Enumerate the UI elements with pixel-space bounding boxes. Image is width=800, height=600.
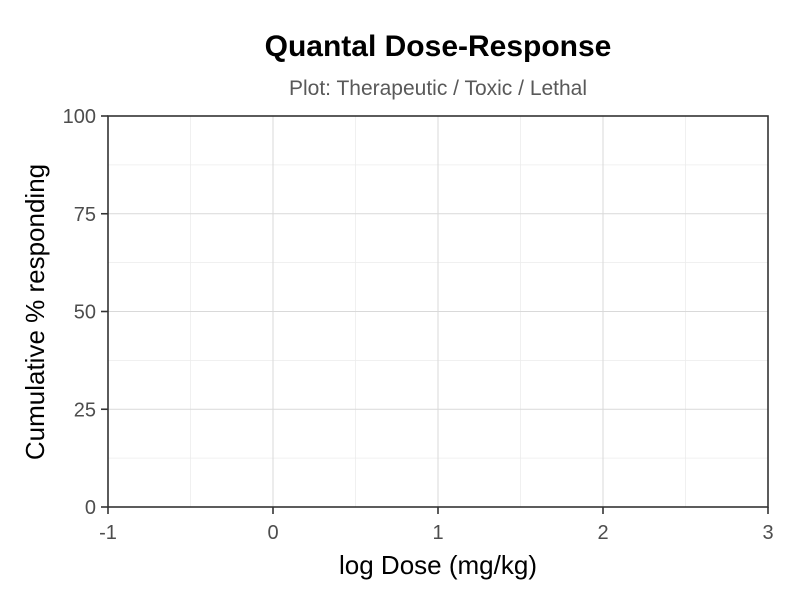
chart-subtitle: Plot: Therapeutic / Toxic / Lethal (289, 77, 587, 100)
chart-title: Quantal Dose-Response (265, 30, 612, 63)
y-tick-label: 0 (85, 497, 96, 519)
x-tick-label: -1 (99, 522, 117, 544)
y-tick-label: 25 (74, 399, 96, 421)
y-tick-label: 50 (74, 302, 96, 324)
x-tick-label: 1 (432, 522, 443, 544)
grid (107, 115, 769, 508)
y-tick-label: 75 (74, 204, 96, 226)
x-axis-title: log Dose (mg/kg) (339, 550, 537, 580)
x-tick-label: 0 (267, 522, 278, 544)
x-tick-label: 3 (762, 522, 773, 544)
y-axis-title: Cumulative % responding (20, 164, 50, 460)
axes (101, 115, 769, 514)
x-tick-label: 2 (597, 522, 608, 544)
y-tick-label: 100 (63, 106, 96, 128)
